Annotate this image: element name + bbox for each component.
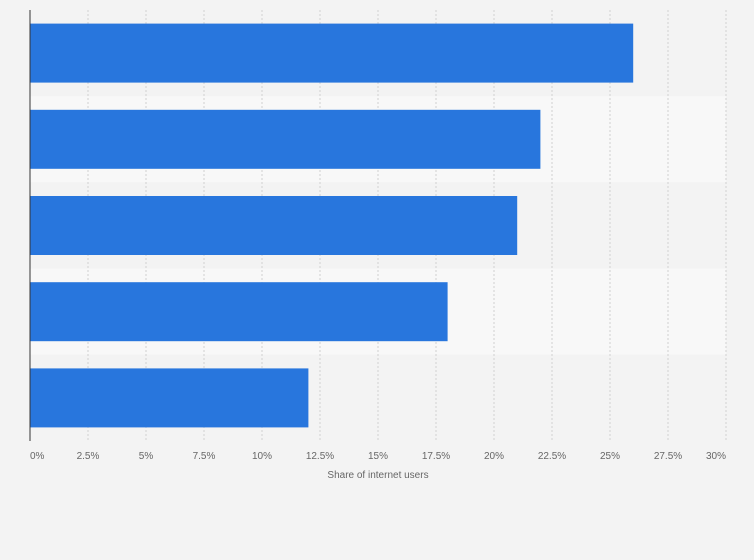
x-tick-label: 7.5%: [193, 451, 216, 462]
bar[interactable]: [30, 282, 448, 342]
x-tick-label: 15%: [368, 451, 388, 462]
bars: [30, 23, 634, 428]
x-axis-title: Share of internet users: [327, 470, 428, 481]
x-tick-label: 17.5%: [422, 451, 450, 462]
x-tick-label: 12.5%: [306, 451, 334, 462]
x-tick-label: 10%: [252, 451, 272, 462]
bar[interactable]: [30, 109, 541, 169]
x-tick-label: 5%: [139, 451, 154, 462]
x-tick-label: 30%: [706, 451, 726, 462]
x-tick-label: 27.5%: [654, 451, 682, 462]
x-tick-label: 20%: [484, 451, 504, 462]
x-tick-label: 25%: [600, 451, 620, 462]
bar[interactable]: [30, 196, 518, 255]
bar[interactable]: [30, 368, 309, 428]
x-axis-tick-labels: 0% 2.5% 5% 7.5% 10% 12.5% 15% 17.5% 20% 22.5% 25% 2…: [30, 451, 726, 462]
x-tick-label: 22.5%: [538, 451, 566, 462]
x-tick-label: 2.5%: [77, 451, 100, 462]
x-tick-label: 0%: [30, 451, 45, 462]
bar[interactable]: [30, 23, 634, 83]
